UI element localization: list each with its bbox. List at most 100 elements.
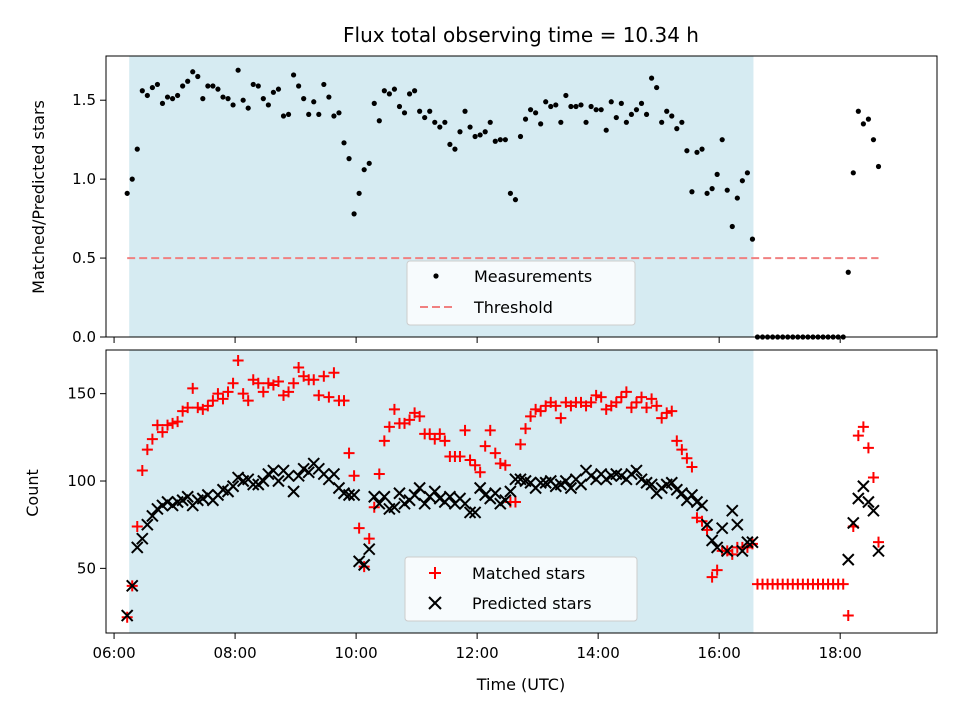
- matched-star-point: [701, 524, 713, 536]
- measurement-point: [230, 102, 236, 108]
- matched-star-point: [857, 421, 869, 433]
- measurement-point: [648, 75, 655, 81]
- matched-star-point: [192, 402, 204, 414]
- matched-star-point: [156, 426, 168, 438]
- measurement-point: [618, 100, 624, 106]
- measurement-point: [855, 108, 861, 114]
- measurement-point: [462, 108, 468, 114]
- measurement-point: [749, 236, 756, 242]
- predicted-star-point: [120, 609, 134, 622]
- matched-star-point: [494, 458, 506, 470]
- measurement-point: [659, 119, 665, 125]
- measurement-point: [381, 88, 387, 94]
- predicted-star-point: [842, 553, 855, 566]
- matched-star-point: [212, 388, 224, 400]
- matched-star-point: [348, 470, 360, 482]
- matched-star-point: [615, 391, 627, 403]
- matched-star-point: [182, 402, 194, 414]
- measurement-point: [411, 88, 418, 94]
- measurement-point: [159, 100, 166, 106]
- matched-star-point: [293, 361, 305, 373]
- measurement-point: [185, 78, 191, 84]
- top-panel-measurement-points: [124, 67, 882, 340]
- measurement-point: [679, 119, 685, 125]
- matched-star-point: [681, 452, 693, 464]
- predicted-star-point: [393, 487, 406, 500]
- matched-star-point: [202, 400, 214, 412]
- measurement-point: [477, 132, 483, 138]
- matched-star-point: [252, 377, 264, 389]
- bottom-xtick-label: 18:00: [819, 644, 862, 662]
- matched-star-point: [525, 410, 537, 422]
- predicted-star-point: [504, 485, 517, 498]
- measurement-point: [386, 91, 392, 97]
- matched-star-point: [363, 533, 375, 545]
- legend-matched-marker: [429, 567, 441, 579]
- matched-star-point: [474, 466, 486, 478]
- predicted-star-point: [847, 516, 860, 530]
- measurement-point: [164, 94, 171, 100]
- top-ytick-label: 0.0: [72, 328, 96, 346]
- measurement-point: [336, 110, 342, 116]
- bottom-ytick-label: 100: [67, 472, 96, 490]
- matched-star-point: [676, 444, 688, 456]
- measurement-point: [190, 69, 196, 75]
- matched-star-point: [439, 435, 451, 447]
- measurement-point: [628, 111, 635, 118]
- matched-star-point: [535, 405, 547, 417]
- matched-star-point: [308, 374, 320, 386]
- matched-star-point: [373, 468, 385, 480]
- matched-star-point: [636, 391, 648, 403]
- measurement-point: [583, 119, 589, 125]
- measurement-point: [875, 163, 882, 170]
- measurement-point: [553, 102, 559, 108]
- measurement-point: [492, 138, 498, 144]
- predicted-star-point: [715, 521, 729, 535]
- predicted-star-point: [746, 535, 759, 549]
- matched-star-point: [499, 459, 511, 471]
- measurement-point: [447, 141, 453, 148]
- measurement-point: [734, 195, 740, 201]
- bottom-panel-matched-points: [121, 354, 885, 623]
- matched-star-point: [318, 370, 330, 382]
- predicted-star-point: [257, 474, 270, 488]
- matched-star-point: [167, 417, 179, 429]
- measurement-point: [134, 146, 140, 152]
- measurement-point: [396, 103, 403, 110]
- bottom-ytick-label: 50: [77, 559, 96, 577]
- measurement-point: [401, 110, 408, 116]
- top-ytick-label: 1.5: [72, 91, 96, 109]
- predicted-star-point: [287, 485, 300, 498]
- matched-star-point: [323, 391, 335, 403]
- measurement-point: [517, 133, 524, 140]
- matched-star-point: [328, 367, 340, 379]
- measurement-point: [306, 111, 312, 118]
- measurement-point: [169, 96, 176, 102]
- matched-star-point: [454, 451, 466, 463]
- measurement-point: [391, 86, 398, 92]
- matched-star-point: [338, 395, 350, 407]
- measurement-point: [845, 269, 851, 275]
- measurement-point: [643, 111, 650, 118]
- matched-star-point: [646, 393, 658, 405]
- matched-star-point: [595, 391, 607, 403]
- measurement-point: [149, 84, 155, 91]
- predicted-star-point: [559, 474, 573, 488]
- predicted-star-point: [862, 495, 875, 509]
- predicted-star-point: [731, 518, 744, 531]
- matched-star-point: [353, 522, 365, 534]
- measurement-point: [356, 190, 362, 196]
- measurement-point: [205, 83, 211, 89]
- measurement-point: [522, 116, 529, 122]
- measurement-point: [406, 91, 413, 97]
- predicted-star-point: [458, 497, 472, 510]
- matched-star-point: [237, 388, 249, 400]
- matched-star-point: [641, 402, 653, 414]
- measurement-point: [270, 89, 277, 95]
- predicted-star-point: [705, 534, 719, 547]
- measurement-point: [654, 84, 660, 91]
- matched-star-point: [671, 435, 683, 447]
- measurement-point: [608, 99, 614, 105]
- predicted-star-point: [181, 490, 194, 503]
- top-panel-x-ticks: [113, 337, 841, 343]
